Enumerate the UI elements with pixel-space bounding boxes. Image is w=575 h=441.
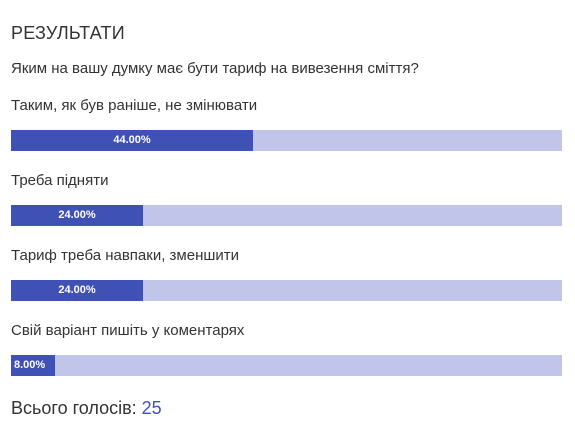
total-votes-count: 25 xyxy=(141,398,162,418)
total-votes-label: Всього голосів: xyxy=(11,398,137,418)
poll-option-label: Свій варіант пишіть у коментарях xyxy=(11,322,245,339)
poll-bar-percent: 8.00% xyxy=(14,359,46,371)
poll-option: Таким, як був раніше, не змінювати 44.00… xyxy=(11,97,562,157)
poll-bar-track: 24.00% xyxy=(11,205,562,226)
poll-bar-percent: 24.00% xyxy=(58,209,96,221)
poll-bar-fill xyxy=(11,130,253,151)
poll-bar-fill xyxy=(11,355,55,376)
poll-bar-fill xyxy=(11,205,143,226)
poll-bar-track: 24.00% xyxy=(11,280,562,301)
poll-option: Свій варіант пишіть у коментарях 8.00% xyxy=(11,322,562,382)
poll-bar-percent: 44.00% xyxy=(113,134,151,146)
poll-bar-percent: 24.00% xyxy=(58,284,96,296)
poll-option: Тариф треба навпаки, зменшити 24.00% xyxy=(11,247,562,307)
poll-option: Треба підняти 24.00% xyxy=(11,172,562,232)
poll-option-label: Тариф треба навпаки, зменшити xyxy=(11,247,240,264)
poll-option-label: Треба підняти xyxy=(11,172,109,189)
poll-heading: РЕЗУЛЬТАТИ xyxy=(11,23,125,43)
poll-bar-fill xyxy=(11,280,143,301)
poll-question: Яким на вашу думку має бути тариф на вив… xyxy=(11,60,419,77)
poll-option-label: Таким, як був раніше, не змінювати xyxy=(11,97,258,114)
total-votes: Всього голосів: 25 xyxy=(11,397,162,419)
poll-bar-track: 8.00% xyxy=(11,355,562,376)
poll-bar-track: 44.00% xyxy=(11,130,562,151)
